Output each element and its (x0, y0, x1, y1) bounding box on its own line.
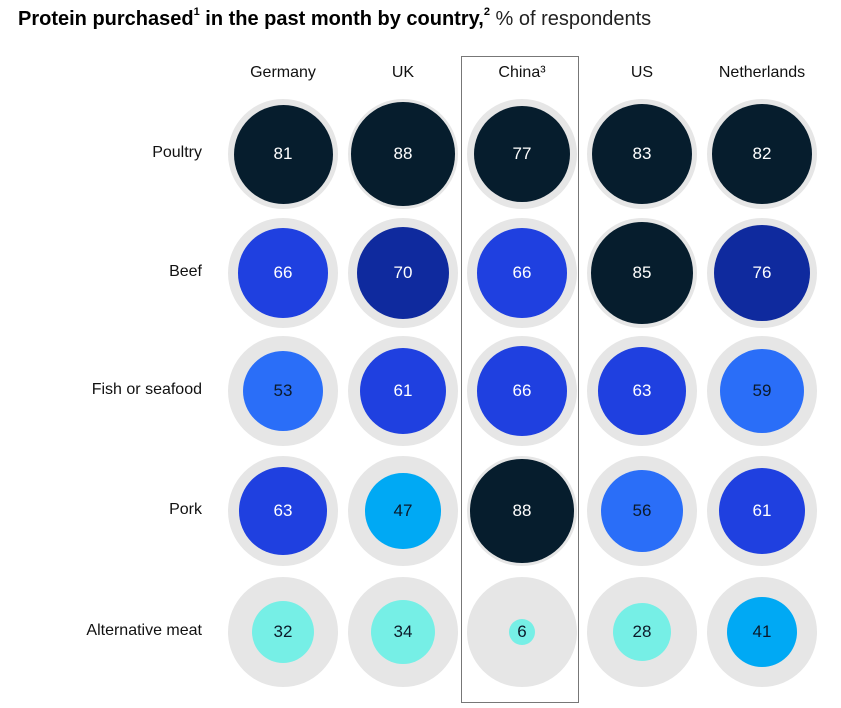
footnote-marker: 1 (193, 6, 200, 18)
bubble-value-label: 53 (273, 381, 293, 400)
bubble (712, 104, 812, 204)
row-label: Poultry (152, 144, 202, 161)
row-label: Beef (169, 263, 202, 280)
china-highlight-box (461, 56, 579, 703)
chart-title: Protein purchased1 in the past month by … (18, 6, 652, 31)
bubble (477, 346, 567, 436)
bubble (473, 105, 571, 203)
bubble-value-label: 66 (512, 381, 532, 400)
bubble (242, 350, 324, 432)
title-main: Protein purchased (18, 8, 194, 30)
bubble (356, 226, 449, 319)
bubble-value-label: 63 (273, 501, 293, 520)
bubble-value-label: 83 (632, 144, 652, 163)
chart-subtitle: % of respondents (489, 8, 652, 30)
bubble (251, 600, 315, 664)
bubble (600, 469, 684, 553)
bubble-value-label: 56 (632, 501, 652, 520)
bubble (233, 104, 333, 204)
bubble (726, 596, 798, 668)
bubble-value-label: 66 (512, 263, 532, 282)
bubble-value-label: 59 (752, 381, 772, 400)
bubble-value-label: 77 (512, 144, 532, 163)
bubble-value-label: 28 (632, 622, 652, 641)
bubble-value-label: 63 (632, 381, 652, 400)
bubble-value-label: 70 (393, 263, 413, 282)
column-label: US (630, 64, 654, 81)
column-label: Netherlands (718, 64, 806, 81)
row-label: Alternative meat (86, 622, 202, 639)
bubble (719, 468, 805, 554)
bubble (591, 222, 693, 324)
bubble-value-label: 61 (393, 381, 413, 400)
bubble-value-label: 82 (752, 144, 772, 163)
bubble (714, 225, 810, 321)
row-label: Pork (169, 501, 202, 518)
column-label: UK (391, 64, 415, 81)
bubble-value-label: 88 (512, 501, 532, 520)
bubble (360, 348, 446, 434)
bubble (508, 618, 536, 646)
bubble (477, 228, 567, 318)
bubble-value-label: 85 (632, 263, 652, 282)
bubble (719, 348, 805, 434)
bubble (239, 467, 327, 555)
bubble (598, 347, 686, 435)
bubble (351, 102, 455, 206)
row-label: Fish or seafood (91, 381, 202, 398)
footnote-marker-2: 2 (483, 6, 490, 18)
bubble-value-label: 6 (517, 622, 527, 641)
title-rest: in the past month by country, (199, 8, 484, 30)
column-label: Germany (250, 64, 316, 81)
column-label: China³ (498, 64, 546, 81)
bubble-value-label: 47 (393, 501, 413, 520)
bubble-value-label: 32 (273, 622, 293, 641)
bubble-value-label: 66 (273, 263, 293, 282)
bubble (470, 459, 574, 563)
bubble-value-label: 76 (752, 263, 772, 282)
bubble-value-label: 81 (273, 144, 293, 163)
bubble-value-label: 88 (393, 144, 413, 163)
bubble (365, 473, 441, 549)
bubble-value-label: 34 (393, 622, 413, 641)
bubble (238, 228, 328, 318)
bubble (612, 602, 672, 662)
bubble-value-label: 41 (752, 622, 772, 641)
bubble (370, 599, 436, 665)
bubble (591, 103, 693, 205)
bubble-value-label: 61 (752, 501, 772, 520)
